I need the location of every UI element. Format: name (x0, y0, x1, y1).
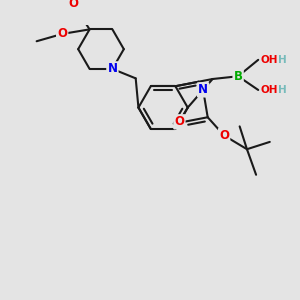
Text: OH: OH (261, 55, 278, 65)
Text: B: B (234, 70, 243, 83)
Text: OH: OH (261, 85, 278, 95)
Text: N: N (198, 83, 208, 96)
Text: O: O (219, 129, 229, 142)
Text: H: H (278, 85, 287, 95)
Text: H: H (278, 55, 287, 65)
Text: N: N (107, 62, 117, 75)
Text: O: O (174, 115, 184, 128)
Text: O: O (68, 0, 78, 10)
Text: O: O (57, 27, 67, 40)
